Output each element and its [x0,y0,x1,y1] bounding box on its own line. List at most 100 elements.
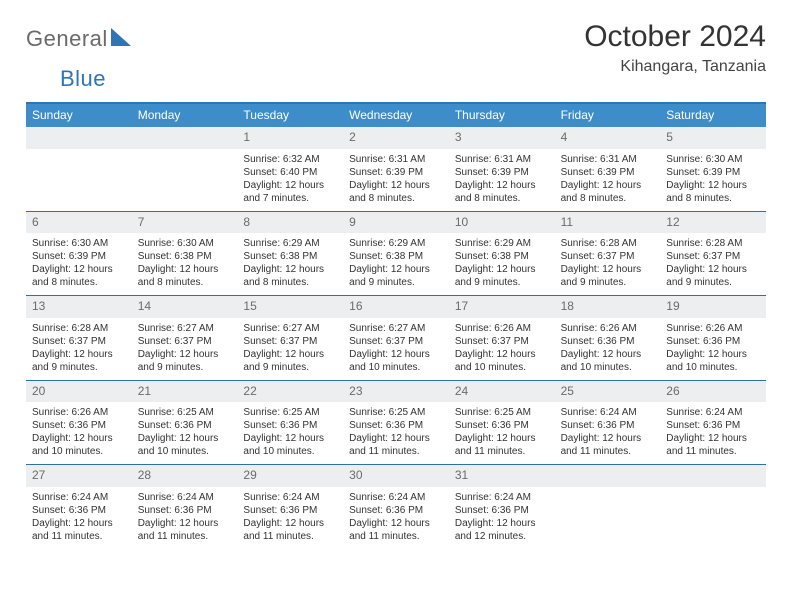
brand-part2: Blue [60,66,106,92]
day-number: 2 [343,127,449,149]
empty-day-body [132,149,238,209]
location-label: Kihangara, Tanzania [584,58,766,76]
day-number: 14 [132,296,238,318]
day-info: Sunrise: 6:25 AMSunset: 6:36 PMDaylight:… [449,402,555,464]
day-number: 18 [555,296,661,318]
day-cell: 16Sunrise: 6:27 AMSunset: 6:37 PMDayligh… [343,296,449,380]
day-number: 1 [237,127,343,149]
day-info: Sunrise: 6:26 AMSunset: 6:36 PMDaylight:… [26,402,132,464]
day-cell: 18Sunrise: 6:26 AMSunset: 6:36 PMDayligh… [555,296,661,380]
day-cell: 21Sunrise: 6:25 AMSunset: 6:36 PMDayligh… [132,381,238,465]
day-number: 4 [555,127,661,149]
empty-day-header [132,127,238,149]
weekday-header: Tuesday [237,104,343,127]
day-info: Sunrise: 6:24 AMSunset: 6:36 PMDaylight:… [26,487,132,549]
empty-day-body [660,487,766,547]
day-number: 9 [343,212,449,234]
day-cell: 27Sunrise: 6:24 AMSunset: 6:36 PMDayligh… [26,465,132,549]
day-number: 31 [449,465,555,487]
weekday-header: Sunday [26,104,132,127]
day-cell: 22Sunrise: 6:25 AMSunset: 6:36 PMDayligh… [237,381,343,465]
day-number: 30 [343,465,449,487]
day-cell: 30Sunrise: 6:24 AMSunset: 6:36 PMDayligh… [343,465,449,549]
empty-day-body [26,149,132,209]
day-number: 7 [132,212,238,234]
day-info: Sunrise: 6:24 AMSunset: 6:36 PMDaylight:… [343,487,449,549]
day-number: 27 [26,465,132,487]
day-number: 6 [26,212,132,234]
day-number: 3 [449,127,555,149]
day-info: Sunrise: 6:24 AMSunset: 6:36 PMDaylight:… [132,487,238,549]
day-number: 17 [449,296,555,318]
day-info: Sunrise: 6:28 AMSunset: 6:37 PMDaylight:… [555,233,661,295]
day-info: Sunrise: 6:29 AMSunset: 6:38 PMDaylight:… [449,233,555,295]
day-number: 11 [555,212,661,234]
day-number: 28 [132,465,238,487]
day-cell: 5Sunrise: 6:30 AMSunset: 6:39 PMDaylight… [660,127,766,211]
day-number: 12 [660,212,766,234]
day-cell: 11Sunrise: 6:28 AMSunset: 6:37 PMDayligh… [555,212,661,296]
day-number: 21 [132,381,238,403]
day-info: Sunrise: 6:31 AMSunset: 6:39 PMDaylight:… [449,149,555,211]
day-info: Sunrise: 6:27 AMSunset: 6:37 PMDaylight:… [132,318,238,380]
day-info: Sunrise: 6:29 AMSunset: 6:38 PMDaylight:… [237,233,343,295]
day-cell: 24Sunrise: 6:25 AMSunset: 6:36 PMDayligh… [449,381,555,465]
empty-day-header [555,465,661,487]
day-cell: 20Sunrise: 6:26 AMSunset: 6:36 PMDayligh… [26,381,132,465]
day-cell: 12Sunrise: 6:28 AMSunset: 6:37 PMDayligh… [660,212,766,296]
day-number: 22 [237,381,343,403]
day-number: 5 [660,127,766,149]
day-cell: 13Sunrise: 6:28 AMSunset: 6:37 PMDayligh… [26,296,132,380]
day-cell: 10Sunrise: 6:29 AMSunset: 6:38 PMDayligh… [449,212,555,296]
day-info: Sunrise: 6:31 AMSunset: 6:39 PMDaylight:… [555,149,661,211]
day-number: 16 [343,296,449,318]
empty-day-header [660,465,766,487]
calendar-page: General October 2024 Kihangara, Tanzania… [0,0,792,569]
title-block: October 2024 Kihangara, Tanzania [584,20,766,76]
day-info: Sunrise: 6:32 AMSunset: 6:40 PMDaylight:… [237,149,343,211]
day-cell [660,465,766,549]
day-number: 26 [660,381,766,403]
day-cell: 28Sunrise: 6:24 AMSunset: 6:36 PMDayligh… [132,465,238,549]
month-title: October 2024 [584,20,766,54]
day-info: Sunrise: 6:24 AMSunset: 6:36 PMDaylight:… [555,402,661,464]
calendar: SundayMondayTuesdayWednesdayThursdayFrid… [26,102,766,549]
day-number: 8 [237,212,343,234]
weekday-header: Wednesday [343,104,449,127]
day-cell [555,465,661,549]
day-info: Sunrise: 6:28 AMSunset: 6:37 PMDaylight:… [26,318,132,380]
day-info: Sunrise: 6:25 AMSunset: 6:36 PMDaylight:… [237,402,343,464]
day-number: 24 [449,381,555,403]
day-info: Sunrise: 6:28 AMSunset: 6:37 PMDaylight:… [660,233,766,295]
day-cell [26,127,132,211]
day-cell: 9Sunrise: 6:29 AMSunset: 6:38 PMDaylight… [343,212,449,296]
day-info: Sunrise: 6:25 AMSunset: 6:36 PMDaylight:… [343,402,449,464]
day-number: 23 [343,381,449,403]
day-cell: 14Sunrise: 6:27 AMSunset: 6:37 PMDayligh… [132,296,238,380]
day-number: 19 [660,296,766,318]
day-info: Sunrise: 6:25 AMSunset: 6:36 PMDaylight:… [132,402,238,464]
day-number: 10 [449,212,555,234]
weekday-header: Thursday [449,104,555,127]
day-cell: 26Sunrise: 6:24 AMSunset: 6:36 PMDayligh… [660,381,766,465]
weekday-header-row: SundayMondayTuesdayWednesdayThursdayFrid… [26,104,766,127]
day-number: 15 [237,296,343,318]
day-info: Sunrise: 6:31 AMSunset: 6:39 PMDaylight:… [343,149,449,211]
day-info: Sunrise: 6:27 AMSunset: 6:37 PMDaylight:… [343,318,449,380]
day-cell: 3Sunrise: 6:31 AMSunset: 6:39 PMDaylight… [449,127,555,211]
weekday-header: Monday [132,104,238,127]
day-cell: 23Sunrise: 6:25 AMSunset: 6:36 PMDayligh… [343,381,449,465]
weekday-header: Saturday [660,104,766,127]
day-info: Sunrise: 6:26 AMSunset: 6:37 PMDaylight:… [449,318,555,380]
day-cell: 2Sunrise: 6:31 AMSunset: 6:39 PMDaylight… [343,127,449,211]
day-number: 29 [237,465,343,487]
day-cell: 7Sunrise: 6:30 AMSunset: 6:38 PMDaylight… [132,212,238,296]
day-info: Sunrise: 6:24 AMSunset: 6:36 PMDaylight:… [449,487,555,549]
day-cell: 17Sunrise: 6:26 AMSunset: 6:37 PMDayligh… [449,296,555,380]
day-info: Sunrise: 6:30 AMSunset: 6:38 PMDaylight:… [132,233,238,295]
day-cell: 29Sunrise: 6:24 AMSunset: 6:36 PMDayligh… [237,465,343,549]
empty-day-body [555,487,661,547]
day-cell: 6Sunrise: 6:30 AMSunset: 6:39 PMDaylight… [26,212,132,296]
calendar-grid: 1Sunrise: 6:32 AMSunset: 6:40 PMDaylight… [26,127,766,549]
day-number: 20 [26,381,132,403]
